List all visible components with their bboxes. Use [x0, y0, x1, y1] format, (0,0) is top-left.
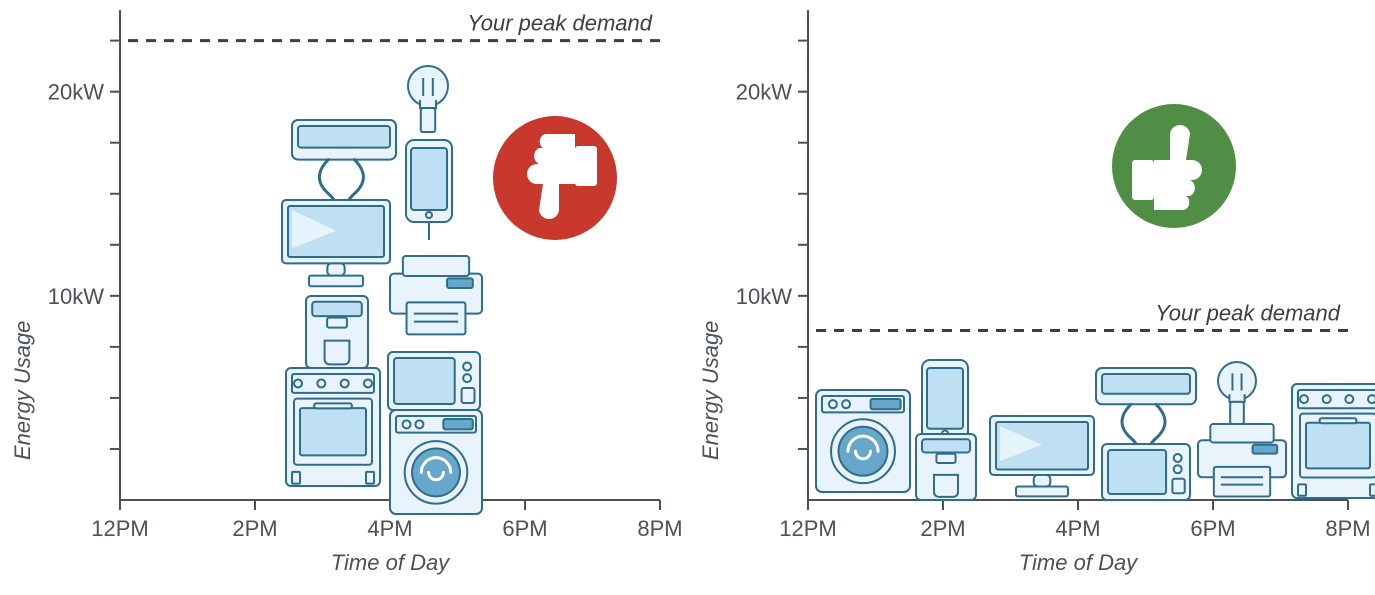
- appliance-phone: [406, 140, 452, 240]
- appliance-microwave: [388, 352, 480, 410]
- thumbs-down-badge: [493, 116, 617, 240]
- y-tick-label: 10kW: [735, 284, 791, 309]
- appliance-oven: [286, 368, 380, 486]
- x-tick-label: 8PM: [1325, 516, 1370, 541]
- appliance-monitor: [990, 416, 1094, 496]
- y-tick-label: 20kW: [735, 80, 791, 105]
- appliance-printer: [1198, 424, 1286, 497]
- panel-distributed: 10kW 20kW Energy Usage 12PM 2PM 4PM 6PM 8PM Time…: [688, 0, 1375, 595]
- appliance-bulb: [1218, 362, 1256, 424]
- x-tick-label: 12PM: [779, 516, 836, 541]
- x-axis-title: Time of Day: [1018, 550, 1138, 575]
- x-tick-label: 6PM: [1190, 516, 1235, 541]
- appliance-washer: [390, 410, 482, 514]
- peak-demand-label: Your peak demand: [467, 11, 652, 36]
- x-tick-label: 2PM: [232, 516, 277, 541]
- thumbs-up-badge: [1112, 104, 1236, 228]
- x-tick-label: 2PM: [920, 516, 965, 541]
- y-tick-label: 20kW: [48, 80, 104, 105]
- x-tick-label: 4PM: [1055, 516, 1100, 541]
- appliance-washer: [816, 390, 910, 492]
- appliance-coffee: [306, 296, 368, 368]
- appliance-oven: [1292, 384, 1375, 498]
- chart-concentrated: 10kW 20kW Energy Usage 12PM 2PM 4PM 6PM 8PM Time…: [0, 0, 688, 595]
- appliance-microwave: [1102, 444, 1190, 500]
- chart-distributed: 10kW 20kW Energy Usage 12PM 2PM 4PM 6PM 8PM Time…: [688, 0, 1375, 595]
- x-tick-label: 12PM: [91, 516, 148, 541]
- x-tick-label: 4PM: [367, 516, 412, 541]
- appliance-coffee: [916, 434, 976, 500]
- peak-demand-label: Your peak demand: [1155, 301, 1340, 326]
- x-tick-label: 8PM: [637, 516, 682, 541]
- appliance-printer: [390, 256, 482, 334]
- x-tick-label: 6PM: [502, 516, 547, 541]
- appliance-monitor: [282, 200, 390, 286]
- y-axis-title: Energy Usage: [698, 321, 723, 460]
- y-axis-title: Energy Usage: [10, 321, 35, 460]
- appliance-layer: [816, 360, 1375, 500]
- x-axis-title: Time of Day: [331, 550, 451, 575]
- appliance-bulb: [408, 66, 448, 132]
- appliance-layer: [282, 66, 482, 514]
- panel-concentrated: 10kW 20kW Energy Usage 12PM 2PM 4PM 6PM 8PM Time…: [0, 0, 688, 595]
- y-tick-label: 10kW: [48, 284, 104, 309]
- page: 10kW 20kW Energy Usage 12PM 2PM 4PM 6PM 8PM Time…: [0, 0, 1375, 595]
